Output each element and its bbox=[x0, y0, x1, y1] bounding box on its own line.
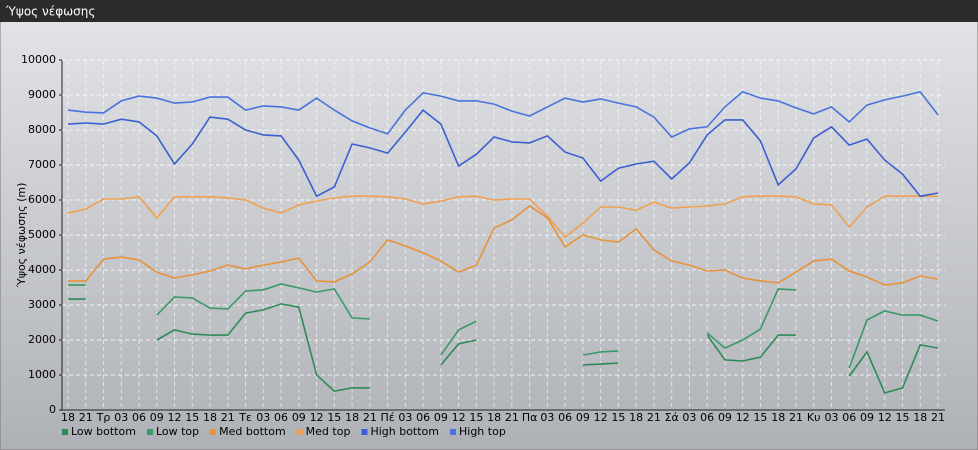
x-tick-label: Τρ bbox=[96, 411, 111, 424]
x-tick-label: 09 bbox=[150, 411, 164, 424]
y-tick-label: 1000 bbox=[28, 368, 56, 381]
x-tick-label: Πα bbox=[522, 411, 538, 424]
legend-label: Med top bbox=[306, 425, 351, 438]
x-tick-label: 03 bbox=[824, 411, 838, 424]
x-tick-label: 12 bbox=[736, 411, 750, 424]
x-tick-label: 03 bbox=[540, 411, 554, 424]
x-tick-label: 09 bbox=[718, 411, 732, 424]
x-tick-label: 15 bbox=[895, 411, 909, 424]
legend-label: Low top bbox=[156, 425, 199, 438]
x-tick-label: 06 bbox=[416, 411, 430, 424]
legend-swatch bbox=[361, 429, 368, 435]
x-tick-label: 18 bbox=[487, 411, 501, 424]
x-tick-label: 15 bbox=[185, 411, 199, 424]
series-line bbox=[68, 205, 939, 286]
x-tick-label: 06 bbox=[274, 411, 288, 424]
x-tick-label: 09 bbox=[860, 411, 874, 424]
x-tick-label: Τε bbox=[238, 411, 252, 424]
x-tick-label: 03 bbox=[398, 411, 412, 424]
series-line bbox=[68, 298, 939, 394]
legend-swatch bbox=[62, 429, 68, 435]
x-tick-label: Σά bbox=[665, 411, 679, 424]
legend-swatch bbox=[210, 429, 217, 435]
y-tick-label: 8000 bbox=[28, 123, 56, 136]
x-tick-label: 03 bbox=[256, 411, 270, 424]
x-tick-label: Κυ bbox=[807, 411, 821, 424]
x-tick-label: 12 bbox=[878, 411, 892, 424]
x-tick-label: 21 bbox=[363, 411, 377, 424]
legend-swatch bbox=[146, 429, 153, 435]
series-line bbox=[67, 90, 939, 138]
x-tick-label: 15 bbox=[327, 411, 341, 424]
x-tick-label: 06 bbox=[842, 411, 856, 424]
legend-label: High top bbox=[459, 425, 506, 438]
series-line bbox=[67, 195, 938, 239]
y-tick-label: 4000 bbox=[28, 263, 56, 276]
y-tick-label: 10000 bbox=[21, 53, 56, 66]
x-tick-label: 18 bbox=[345, 411, 359, 424]
x-tick-label: 03 bbox=[682, 411, 696, 424]
x-tick-label: 15 bbox=[469, 411, 483, 424]
x-tick-label: 06 bbox=[558, 411, 572, 424]
x-tick-label: 21 bbox=[221, 411, 235, 424]
title-bar bbox=[0, 0, 978, 22]
x-tick-label: 03 bbox=[114, 411, 128, 424]
chart-title: Ύψος νέφωσης bbox=[5, 5, 95, 19]
legend-swatch bbox=[296, 429, 303, 435]
x-tick-label: 06 bbox=[700, 411, 714, 424]
x-tick-label: 21 bbox=[931, 411, 945, 424]
y-tick-label: 6000 bbox=[28, 193, 56, 206]
x-tick-label: 21 bbox=[79, 411, 93, 424]
x-tick-label: 21 bbox=[647, 411, 661, 424]
x-tick-label: 21 bbox=[789, 411, 803, 424]
x-tick-label: 09 bbox=[434, 411, 448, 424]
y-tick-label: 0 bbox=[49, 403, 56, 416]
x-tick-label: 18 bbox=[203, 411, 217, 424]
legend-label: Low bottom bbox=[71, 425, 136, 438]
x-tick-label: 18 bbox=[629, 411, 643, 424]
x-tick-label: 09 bbox=[576, 411, 590, 424]
x-tick-label: 12 bbox=[310, 411, 324, 424]
x-tick-label: 15 bbox=[611, 411, 625, 424]
x-tick-label: 09 bbox=[292, 411, 306, 424]
x-tick-label: 12 bbox=[452, 411, 466, 424]
y-tick-label: 5000 bbox=[28, 228, 56, 241]
y-axis-label: Ύψος νέφωσης (m) bbox=[15, 183, 28, 289]
x-tick-label: 18 bbox=[771, 411, 785, 424]
x-tick-label: 18 bbox=[913, 411, 927, 424]
x-tick-label: 21 bbox=[505, 411, 519, 424]
legend-label: Med bottom bbox=[219, 425, 286, 438]
x-tick-label: 06 bbox=[132, 411, 146, 424]
legend-label: High bottom bbox=[370, 425, 439, 438]
y-tick-label: 2000 bbox=[28, 333, 56, 346]
x-tick-label: Πέ bbox=[380, 411, 394, 424]
y-tick-label: 7000 bbox=[28, 158, 56, 171]
y-tick-label: 9000 bbox=[28, 88, 56, 101]
legend-swatch bbox=[450, 429, 456, 435]
x-tick-label: 12 bbox=[594, 411, 608, 424]
x-tick-label: 18 bbox=[61, 411, 75, 424]
series-line bbox=[68, 283, 939, 369]
x-tick-label: 12 bbox=[168, 411, 182, 424]
y-tick-label: 3000 bbox=[28, 298, 56, 311]
x-tick-label: 15 bbox=[753, 411, 767, 424]
series-line bbox=[67, 108, 939, 198]
